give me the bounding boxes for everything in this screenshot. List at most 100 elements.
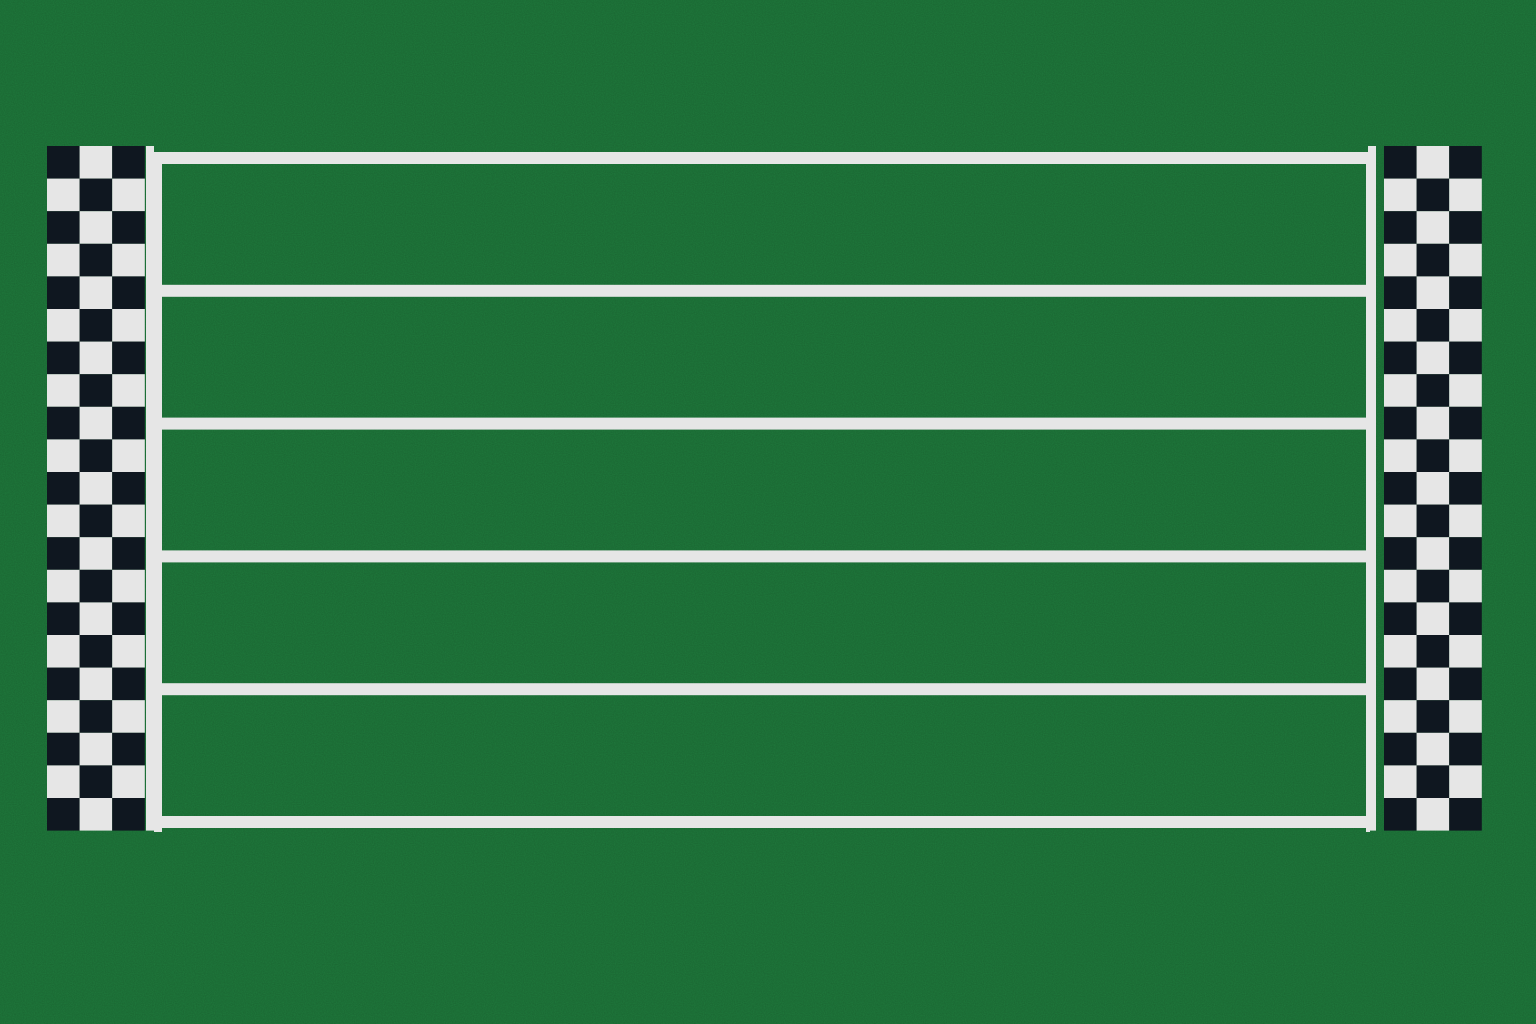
checker-square bbox=[1384, 211, 1417, 244]
checker-square bbox=[47, 276, 80, 309]
checker-square bbox=[47, 146, 80, 179]
checker-square bbox=[1416, 537, 1450, 570]
checker-square bbox=[1416, 276, 1450, 309]
checker-square bbox=[47, 472, 80, 505]
checker-square bbox=[1416, 504, 1450, 538]
checker-square bbox=[47, 569, 80, 603]
checker-square bbox=[112, 667, 145, 701]
checker-square bbox=[1449, 472, 1482, 505]
checker-square bbox=[1384, 178, 1417, 212]
checker-square bbox=[1416, 178, 1450, 212]
checker-square bbox=[47, 309, 80, 342]
checker-square bbox=[47, 537, 80, 570]
checker-square bbox=[1449, 146, 1482, 179]
checker-square bbox=[47, 635, 80, 668]
checker-square bbox=[1416, 569, 1450, 603]
track-right-border bbox=[1366, 152, 1370, 832]
checker-square bbox=[1384, 243, 1417, 277]
checker-square bbox=[1416, 602, 1450, 635]
checker-square bbox=[47, 765, 80, 798]
checker-square bbox=[1416, 732, 1450, 766]
checker-square bbox=[112, 765, 145, 798]
checker-square bbox=[47, 798, 80, 831]
checker-square bbox=[1384, 472, 1417, 505]
checker-square bbox=[79, 374, 113, 407]
lane-divider bbox=[154, 683, 1376, 696]
checker-square bbox=[1384, 146, 1417, 179]
checker-square bbox=[1384, 504, 1417, 538]
checker-square bbox=[1384, 374, 1417, 407]
checker-square bbox=[1416, 309, 1450, 342]
checker-square bbox=[1384, 537, 1417, 570]
checker-square bbox=[79, 504, 113, 538]
checker-square bbox=[1416, 146, 1450, 179]
lane-divider bbox=[154, 284, 1376, 297]
lane-divider bbox=[154, 550, 1376, 563]
checker-square bbox=[79, 341, 113, 375]
checker-square bbox=[1449, 439, 1482, 472]
checker-square bbox=[1449, 504, 1482, 538]
checker-square bbox=[47, 439, 80, 472]
checker-square bbox=[1416, 472, 1450, 505]
checker-square bbox=[79, 569, 113, 603]
checker-square bbox=[47, 178, 80, 212]
checker-square bbox=[112, 439, 145, 472]
checker-square bbox=[47, 667, 80, 701]
checker-square bbox=[1384, 700, 1417, 733]
checker-square bbox=[79, 276, 113, 309]
checker-square bbox=[1449, 406, 1482, 440]
checker-square bbox=[1449, 569, 1482, 603]
checker-square bbox=[47, 406, 80, 440]
checker-square bbox=[1449, 341, 1482, 375]
start-checkered-flag bbox=[47, 146, 145, 831]
finish-checkered-flag bbox=[1384, 146, 1482, 831]
start-line bbox=[146, 146, 154, 831]
lane-lines bbox=[146, 146, 1376, 832]
checker-square bbox=[112, 798, 145, 831]
checker-square bbox=[1384, 406, 1417, 440]
checker-square bbox=[79, 439, 113, 472]
checker-square bbox=[79, 472, 113, 505]
checker-square bbox=[47, 504, 80, 538]
checker-square bbox=[112, 635, 145, 668]
checker-square bbox=[112, 602, 145, 635]
checker-square bbox=[47, 700, 80, 733]
checker-square bbox=[112, 700, 145, 733]
checker-square bbox=[79, 765, 113, 798]
checker-square bbox=[1384, 569, 1417, 603]
checker-square bbox=[1416, 406, 1450, 440]
track-bottom-border bbox=[154, 816, 1376, 828]
checker-square bbox=[1384, 276, 1417, 309]
track-lane-4 bbox=[154, 556, 1368, 689]
lane-group bbox=[154, 158, 1368, 822]
track-lane-1 bbox=[154, 158, 1368, 291]
checker-square bbox=[112, 309, 145, 342]
checker-square bbox=[1449, 602, 1482, 635]
checker-square bbox=[1416, 341, 1450, 375]
checker-square bbox=[1384, 309, 1417, 342]
checker-square bbox=[1449, 211, 1482, 244]
lane-divider bbox=[154, 417, 1376, 430]
checker-square bbox=[79, 243, 113, 277]
checker-square bbox=[47, 243, 80, 277]
checker-square bbox=[112, 276, 145, 309]
checker-square bbox=[79, 309, 113, 342]
checker-square bbox=[79, 602, 113, 635]
track-lane-3 bbox=[154, 424, 1368, 557]
checker-square bbox=[1416, 700, 1450, 733]
checker-square bbox=[1384, 798, 1417, 831]
checker-square bbox=[112, 211, 145, 244]
checker-square bbox=[1449, 765, 1482, 798]
checker-square bbox=[1416, 374, 1450, 407]
checker-square bbox=[1449, 309, 1482, 342]
checker-square bbox=[79, 798, 113, 831]
checker-square bbox=[1449, 732, 1482, 766]
track-lane-5 bbox=[154, 689, 1368, 822]
checker-square bbox=[1384, 732, 1417, 766]
checker-square bbox=[1384, 341, 1417, 375]
checker-square bbox=[1416, 243, 1450, 277]
checker-square bbox=[112, 243, 145, 277]
checker-square bbox=[112, 537, 145, 570]
